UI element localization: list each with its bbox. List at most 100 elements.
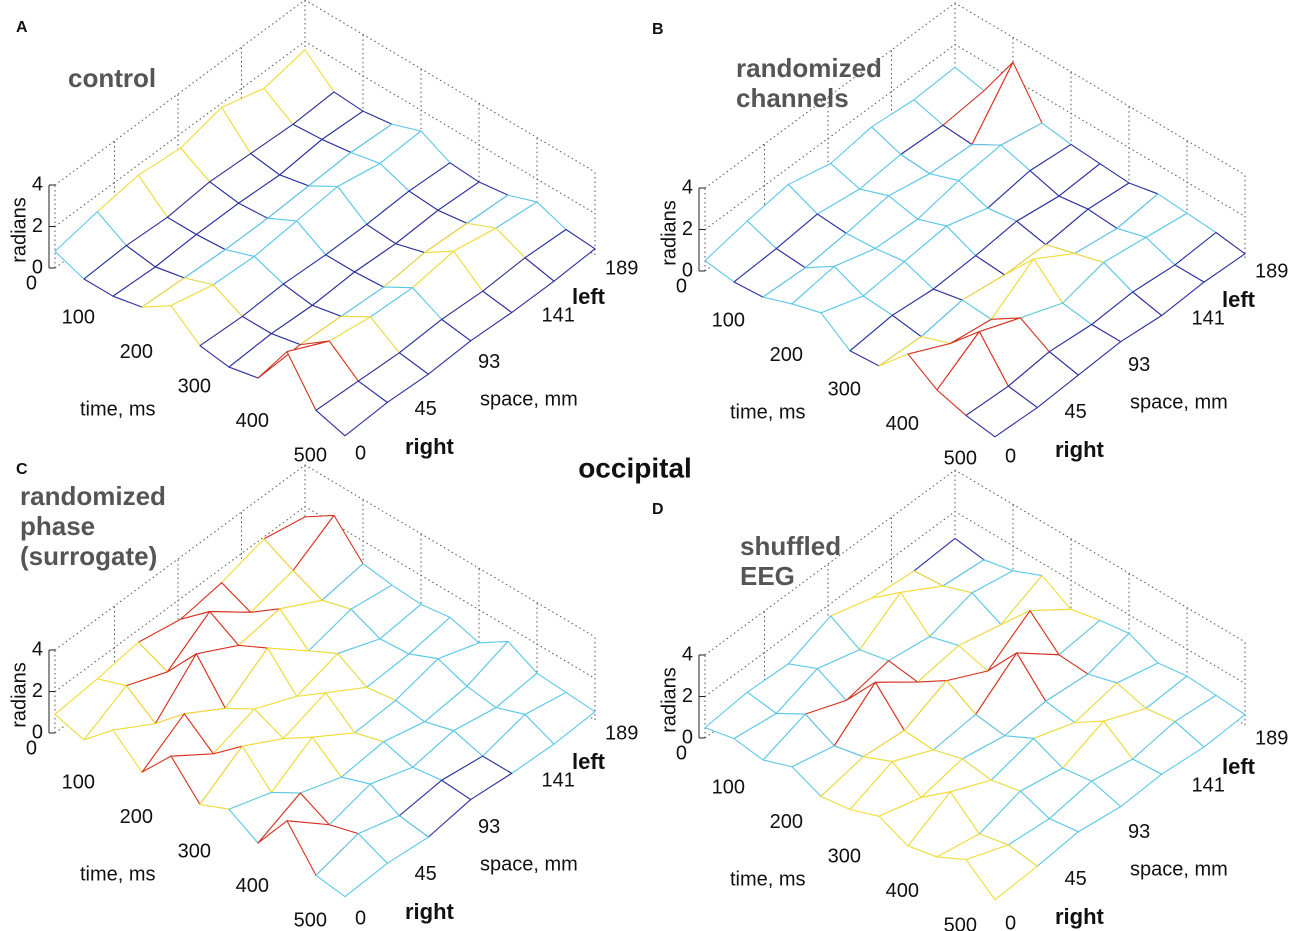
- panel-title: randomized: [20, 481, 166, 511]
- grid-line: [54, 0, 596, 186]
- panel: 0 2 4 0 100 200 300 400 500 0 45 93 141 189 radians tim…: [652, 469, 1288, 931]
- grid-line: [704, 2, 1246, 189]
- x-tick-label: 400: [886, 413, 919, 435]
- x-tick-label: 500: [294, 444, 327, 466]
- z-tick-label: 4: [682, 176, 693, 198]
- y-high-label: left: [1222, 287, 1256, 312]
- y-axis-label: space, mm: [480, 388, 578, 410]
- panel-title: EEG: [740, 561, 795, 591]
- z-axis-label: radians: [658, 667, 680, 733]
- panel-letter: A: [16, 19, 28, 36]
- y-tick-label: 45: [415, 398, 437, 420]
- panel-title: (surrogate): [20, 541, 157, 571]
- z-axis-label: radians: [658, 200, 680, 266]
- z-tick-label: 2: [32, 680, 43, 702]
- y-tick-label: 189: [1255, 727, 1288, 749]
- z-tick-label: 4: [32, 638, 43, 660]
- y-tick-label: 0: [355, 907, 366, 929]
- grid-line: [54, 464, 596, 651]
- panel-title: randomized: [736, 53, 882, 83]
- x-tick-label: 300: [178, 375, 211, 397]
- figure-label: occipital: [578, 452, 692, 483]
- y-tick-label: 93: [1128, 821, 1150, 843]
- y-high-label: left: [572, 749, 606, 774]
- surface-cell: [315, 833, 388, 898]
- x-tick-label: 300: [828, 378, 861, 400]
- x-tick-label: 0: [676, 275, 687, 297]
- surface-cell: [965, 844, 1038, 901]
- x-axis-label: time, ms: [730, 868, 806, 890]
- y-tick-label: 189: [1255, 260, 1288, 282]
- x-tick-label: 300: [828, 845, 861, 867]
- x-axis-label: time, ms: [80, 398, 156, 420]
- x-axis-label: time, ms: [730, 401, 806, 423]
- z-tick-label: 4: [32, 173, 43, 195]
- y-tick-label: 93: [478, 816, 500, 838]
- x-tick-label: 0: [676, 742, 687, 764]
- y-tick-label: 93: [478, 351, 500, 373]
- y-tick-label: 0: [1005, 912, 1016, 931]
- x-tick-label: 100: [712, 310, 745, 332]
- x-tick-label: 500: [294, 909, 327, 931]
- surface-cell: [965, 385, 1038, 438]
- x-tick-label: 100: [712, 777, 745, 799]
- y-axis-label: space, mm: [1130, 391, 1228, 413]
- y-low-label: right: [1055, 904, 1105, 929]
- panel-title: phase: [20, 511, 95, 541]
- x-tick-label: 200: [120, 806, 153, 828]
- panel-title: control: [68, 63, 156, 93]
- x-tick-label: 400: [236, 410, 269, 432]
- y-axis-label: space, mm: [480, 853, 578, 875]
- y-axis-label: space, mm: [1130, 858, 1228, 880]
- panel-letter: B: [652, 21, 664, 38]
- x-tick-label: 0: [26, 272, 37, 294]
- panel: 0 2 4 0 100 200 300 400 500 0 45 93 141 189 radians tim…: [8, 0, 638, 466]
- x-tick-label: 200: [120, 341, 153, 363]
- x-tick-label: 100: [62, 772, 95, 794]
- y-tick-label: 45: [1065, 401, 1087, 423]
- y-low-label: right: [405, 434, 455, 459]
- z-tick-label: 0: [32, 721, 43, 743]
- y-low-label: right: [405, 899, 455, 924]
- x-tick-label: 500: [944, 914, 977, 931]
- y-high-label: left: [1222, 754, 1256, 779]
- grid-line: [704, 469, 1246, 656]
- x-tick-label: 400: [236, 875, 269, 897]
- panel-letter: C: [16, 461, 28, 478]
- y-tick-label: 0: [1005, 445, 1016, 467]
- z-axis-label: radians: [8, 197, 30, 263]
- y-low-label: right: [1055, 437, 1105, 462]
- y-tick-label: 141: [1192, 307, 1225, 329]
- z-tick-label: 4: [682, 643, 693, 665]
- y-tick-label: 189: [605, 722, 638, 744]
- x-tick-label: 300: [178, 840, 211, 862]
- y-tick-label: 93: [1128, 354, 1150, 376]
- y-tick-label: 45: [1065, 868, 1087, 890]
- y-tick-label: 189: [605, 257, 638, 279]
- z-tick-label: 2: [682, 685, 693, 707]
- x-axis-label: time, ms: [80, 863, 156, 885]
- x-tick-label: 200: [770, 344, 803, 366]
- y-tick-label: 0: [355, 442, 366, 464]
- panel-title: channels: [736, 83, 849, 113]
- panel-letter: D: [652, 501, 664, 518]
- z-tick-label: 2: [32, 215, 43, 237]
- z-tick-label: 0: [682, 259, 693, 281]
- x-tick-label: 0: [26, 737, 37, 759]
- surface-cell: [315, 380, 388, 437]
- panel: 0 2 4 0 100 200 300 400 500 0 45 93 141 189 radians tim…: [652, 2, 1288, 469]
- y-tick-label: 45: [415, 863, 437, 885]
- x-tick-label: 100: [62, 307, 95, 329]
- z-tick-label: 2: [682, 218, 693, 240]
- y-high-label: left: [572, 284, 606, 309]
- y-tick-label: 141: [542, 304, 575, 326]
- x-tick-label: 200: [770, 811, 803, 833]
- y-tick-label: 141: [1192, 774, 1225, 796]
- x-tick-label: 400: [886, 880, 919, 902]
- x-tick-label: 500: [944, 447, 977, 469]
- panel-title: shuffled: [740, 531, 841, 561]
- z-axis-label: radians: [8, 662, 30, 728]
- z-tick-label: 0: [682, 726, 693, 748]
